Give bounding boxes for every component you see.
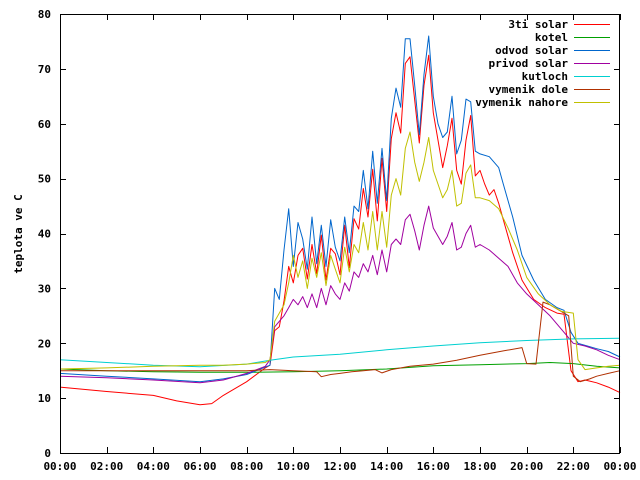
series-line-privod-solar	[59, 205, 621, 384]
legend-label: vymenik dole	[489, 83, 569, 96]
x-tick-label: 00:00	[43, 460, 76, 473]
x-tick-label: 18:00	[463, 460, 496, 473]
x-tick-label: 20:00	[510, 460, 543, 473]
x-axis-tick-labels: 00:00 02:00 04:00 06:00 08:00 10:00 12:00 14:00…	[43, 460, 636, 473]
legend-label: privod solar	[489, 57, 569, 70]
x-tick-label: 14:00	[370, 460, 403, 473]
y-tick-label: 50	[38, 173, 51, 186]
x-tick-label: 12:00	[323, 460, 356, 473]
y-tick-label: 60	[38, 118, 51, 131]
x-tick-label: 02:00	[90, 460, 123, 473]
series-line-odvod-solar	[59, 35, 621, 383]
y-axis-tick-labels: 0 10 20 30 40 50 60 70 80	[38, 8, 51, 460]
x-tick-label: 06:00	[183, 460, 216, 473]
x-tick-label: 16:00	[417, 460, 450, 473]
x-tick-label: 00:00	[603, 460, 636, 473]
plot-area	[59, 35, 621, 406]
y-tick-label: 80	[38, 8, 51, 21]
legend-label: 3ti solar	[508, 18, 568, 31]
series-line-kutloch	[59, 337, 621, 368]
legend-label: kutloch	[522, 70, 568, 83]
axis-ticks	[60, 14, 621, 454]
legend-label: vymenik nahore	[475, 96, 568, 109]
y-tick-label: 40	[38, 228, 51, 241]
legend-label: odvod solar	[495, 44, 568, 57]
legend-label: kotel	[535, 31, 568, 44]
y-axis-label: teplota ve C	[12, 194, 25, 273]
y-tick-label: 20	[38, 337, 51, 350]
y-tick-label: 10	[38, 392, 51, 405]
x-tick-label: 04:00	[137, 460, 170, 473]
y-tick-label: 0	[44, 447, 51, 460]
x-tick-label: 10:00	[277, 460, 310, 473]
series-line-kotel	[59, 362, 621, 373]
y-tick-label: 70	[38, 63, 51, 76]
x-tick-label: 08:00	[230, 460, 263, 473]
x-tick-label: 22:00	[557, 460, 590, 473]
series-line-vymenik-nahore	[59, 131, 621, 371]
series-line-vymenik-dole	[60, 301, 621, 383]
y-tick-label: 30	[38, 282, 51, 295]
